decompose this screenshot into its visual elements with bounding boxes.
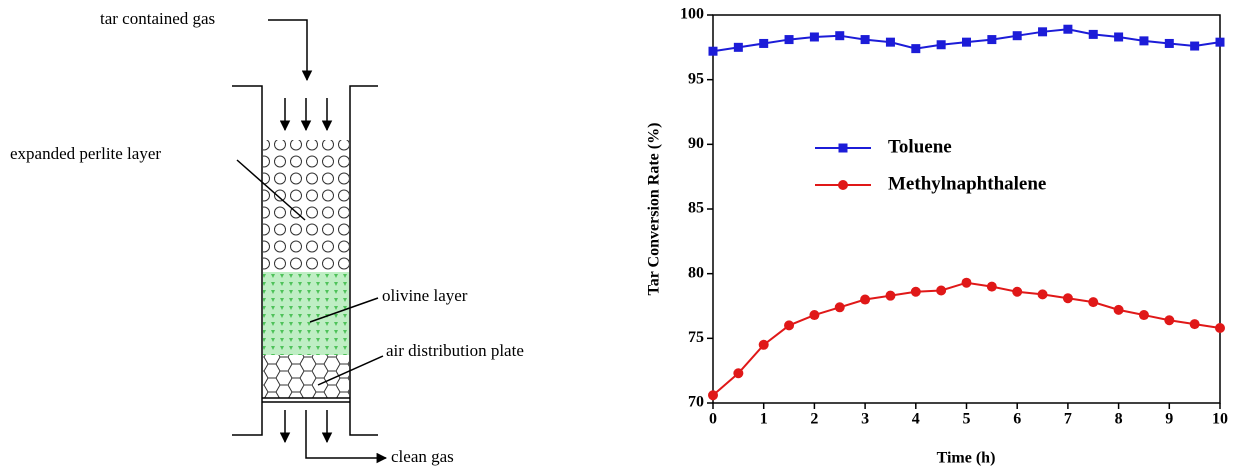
data-point (962, 37, 971, 47)
y-tick-label: 85 (688, 200, 704, 217)
x-tick-label: 1 (760, 411, 768, 428)
data-point (1038, 27, 1048, 37)
data-point (809, 32, 819, 42)
series-line (712, 281, 1221, 396)
data-point (1114, 32, 1124, 42)
data-point (733, 42, 743, 52)
x-tick-label: 5 (963, 411, 971, 428)
data-point (1164, 315, 1175, 326)
data-point (1215, 322, 1225, 333)
inlet-label: tar contained gas (100, 9, 215, 28)
outlet-arrow (305, 410, 388, 464)
data-point (809, 310, 820, 321)
data-point (1164, 38, 1174, 48)
data-point (936, 285, 947, 296)
y-tick-label: 80 (688, 264, 704, 281)
y-tick-label: 70 (688, 394, 704, 411)
right-wall (349, 85, 378, 436)
legend-marker (838, 180, 848, 190)
left-wall (232, 85, 263, 436)
x-tick-label: 4 (912, 411, 920, 428)
legend-label: Methylnaphthalene (888, 173, 1046, 194)
data-point (1189, 319, 1200, 330)
x-tick-label: 10 (1212, 411, 1228, 428)
data-point (911, 44, 921, 54)
data-point (1088, 297, 1099, 308)
x-tick-label: 6 (1013, 411, 1021, 428)
data-point (1012, 286, 1023, 297)
plot-frame (712, 14, 1221, 404)
data-point (759, 38, 769, 48)
distribution-plate (263, 355, 349, 398)
data-point (860, 294, 871, 305)
leader-line (317, 355, 384, 386)
x-axis-label: Time (h) (937, 450, 996, 467)
data-point (987, 35, 997, 45)
data-point (784, 320, 795, 331)
y-tick-label: 100 (680, 6, 704, 23)
perlite-label: expanded perlite layer (10, 144, 161, 163)
data-point (961, 277, 972, 288)
data-point (733, 368, 744, 379)
data-point (1012, 31, 1022, 41)
data-point (784, 35, 794, 45)
data-point (910, 286, 921, 297)
data-point (1113, 304, 1124, 315)
leader-line (236, 159, 306, 221)
inlet-arrow (268, 19, 313, 82)
legend-label: Toluene (888, 136, 952, 157)
legend-marker (838, 143, 848, 153)
y-axis-label: Tar Conversion Rate (%) (646, 123, 663, 296)
x-tick-label: 0 (709, 411, 717, 428)
data-point (1138, 310, 1149, 321)
reactor-diagram: tar contained gas expanded perlite layer… (10, 9, 524, 466)
x-tick-label: 2 (810, 411, 818, 428)
data-point (885, 37, 895, 47)
data-point (1190, 41, 1200, 51)
y-tick-label: 95 (688, 70, 704, 87)
data-point (708, 390, 718, 401)
y-tick-label: 75 (688, 329, 704, 346)
data-point (860, 35, 870, 45)
perlite-layer (263, 140, 349, 272)
data-point (758, 339, 769, 350)
data-point (1088, 29, 1098, 39)
outlet-label: clean gas (391, 447, 454, 466)
data-point (1062, 293, 1073, 304)
data-point (986, 281, 997, 292)
chart: Time (h) Tar Conversion Rate (%) 7075808… (646, 6, 1228, 467)
data-point (885, 290, 896, 301)
x-tick-label: 9 (1165, 411, 1173, 428)
data-point (1037, 289, 1048, 300)
plate-label: air distribution plate (386, 341, 524, 360)
data-point (834, 302, 845, 313)
leader-line (309, 297, 379, 323)
data-point (1215, 37, 1225, 47)
data-point (835, 31, 845, 41)
x-tick-label: 3 (861, 411, 869, 428)
data-point (1139, 36, 1149, 46)
data-point (708, 46, 718, 56)
x-tick-label: 8 (1115, 411, 1123, 428)
x-tick-label: 7 (1064, 411, 1072, 428)
olivine-label: olivine layer (382, 286, 468, 305)
data-point (936, 40, 946, 50)
data-point (1063, 24, 1073, 34)
y-tick-label: 90 (688, 135, 704, 152)
